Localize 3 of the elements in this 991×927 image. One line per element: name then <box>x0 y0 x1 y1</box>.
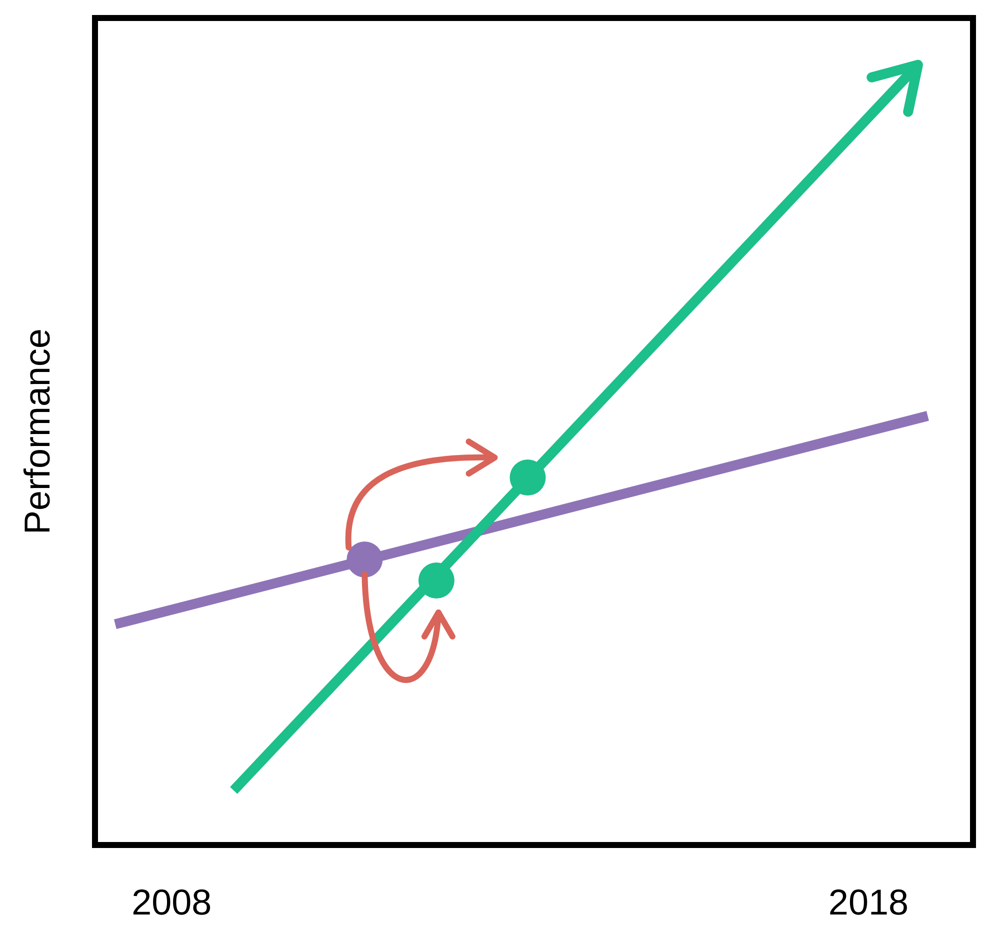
x-tick-label: 2018 <box>828 882 909 923</box>
y-axis-title: Performance <box>16 328 58 535</box>
x-tick-label: 2008 <box>132 882 212 923</box>
